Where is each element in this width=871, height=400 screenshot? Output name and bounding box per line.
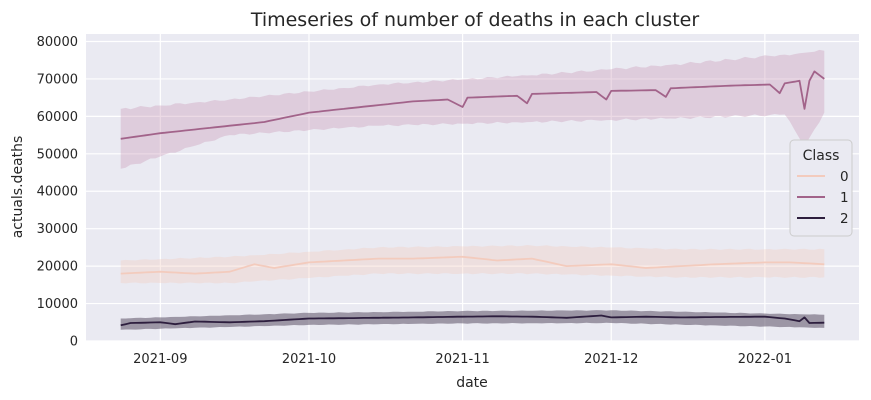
x-tick-label: 2021-10: [282, 352, 336, 367]
grid: [86, 34, 859, 342]
y-tick-label: 80000: [37, 35, 78, 50]
legend-title: Class: [803, 148, 840, 164]
legend-label-2: 2: [840, 211, 849, 227]
line-series-2: [120, 314, 825, 327]
y-tick-label: 0: [70, 335, 78, 350]
line-series-0: [120, 255, 825, 275]
x-axis: 2021-09 2021-10 2021-11 2021-12 2022-01: [133, 352, 792, 367]
y-tick-label: 50000: [37, 147, 78, 162]
line-series-1: [120, 70, 825, 140]
x-axis-label: date: [456, 375, 488, 391]
band-series-0: [120, 245, 825, 284]
legend-box: [789, 139, 853, 237]
legend-label-1: 1: [840, 190, 849, 206]
y-axis: 0 10000 20000 30000 40000 50000 60000 70000 8000…: [37, 35, 78, 350]
y-tick-label: 40000: [37, 185, 78, 200]
y-tick-label: 20000: [37, 260, 78, 275]
confidence-bands: [120, 49, 825, 330]
y-tick-label: 10000: [37, 297, 78, 312]
series-lines: [120, 70, 825, 327]
y-tick-label: 70000: [37, 72, 78, 87]
x-tick-label: 2021-12: [584, 352, 638, 367]
y-axis-label: actuals.deaths: [10, 136, 26, 239]
y-tick-label: 60000: [37, 110, 78, 125]
band-series-2: [120, 310, 825, 330]
x-tick-label: 2021-11: [435, 352, 489, 367]
x-tick-label: 2021-09: [133, 352, 187, 367]
x-tick-label: 2022-01: [738, 352, 792, 367]
band-series-1: [120, 49, 825, 169]
chart-title: Timeseries of number of deaths in each c…: [250, 9, 700, 31]
y-tick-label: 30000: [37, 222, 78, 237]
legend-label-0: 0: [840, 169, 849, 185]
legend: Class 0 1 2: [789, 139, 853, 237]
